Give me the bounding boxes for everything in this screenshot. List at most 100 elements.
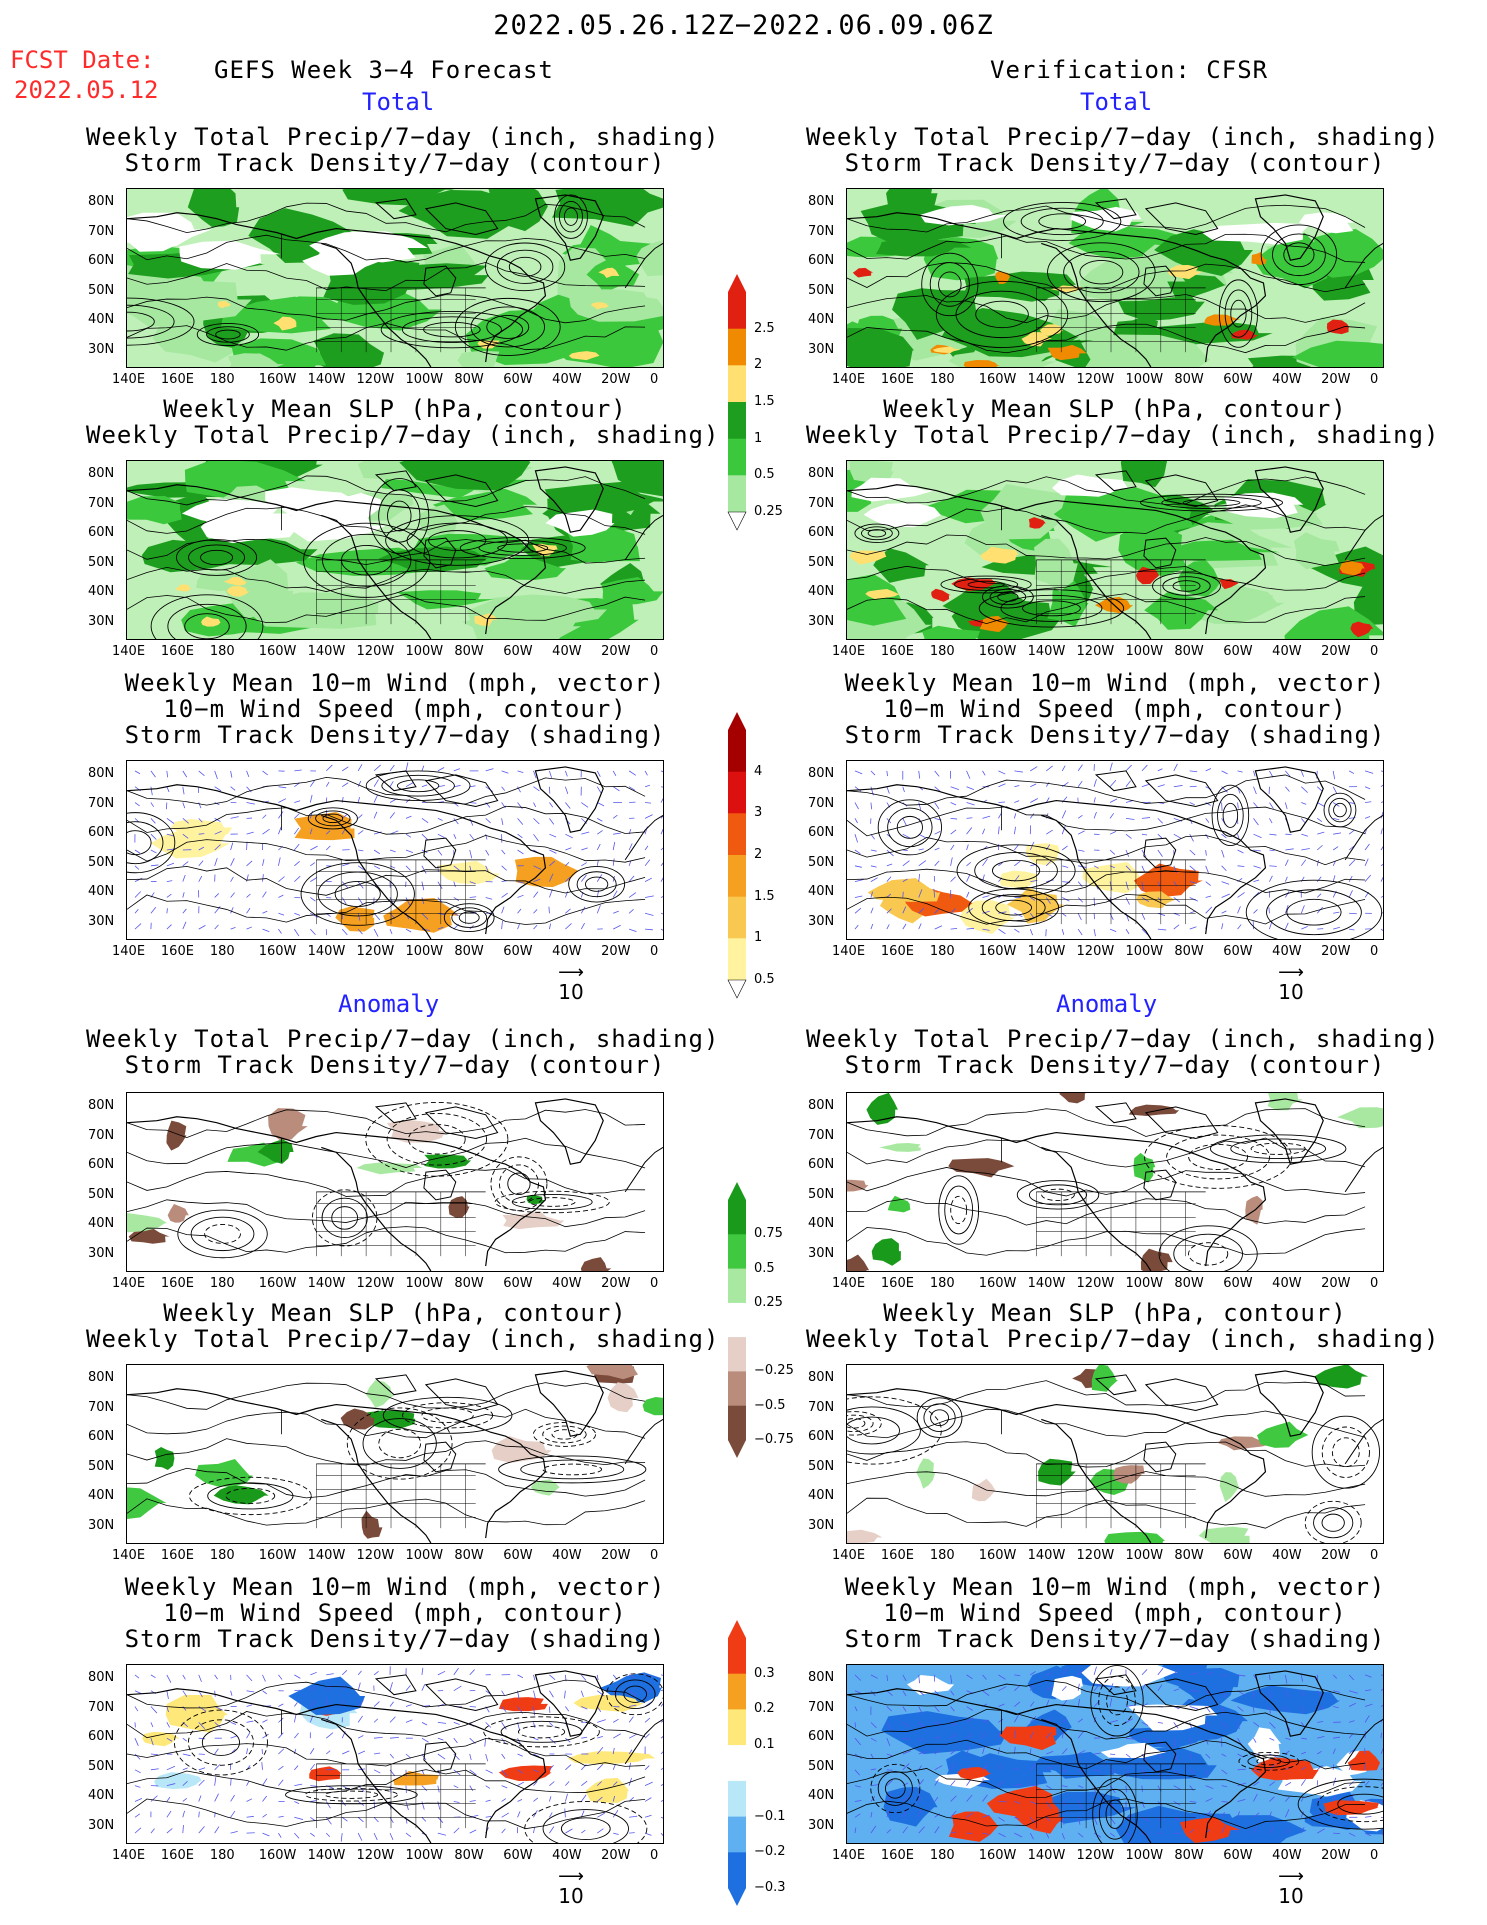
lon-label: 140E bbox=[112, 944, 146, 959]
map-graphic bbox=[847, 1093, 1383, 1271]
lon-label: 120W bbox=[356, 1548, 395, 1563]
lat-label: 80N bbox=[88, 1670, 115, 1685]
lon-label: 40W bbox=[1272, 372, 1302, 387]
lon-label: 80W bbox=[1174, 1276, 1204, 1291]
lat-label: 70N bbox=[88, 223, 115, 239]
section-total-left: Total bbox=[362, 88, 435, 116]
lat-label: 40N bbox=[88, 1216, 115, 1231]
lat-label: 70N bbox=[808, 795, 835, 811]
colorbar-label: −0.75 bbox=[754, 1432, 794, 1447]
lon-label: 40W bbox=[1272, 1276, 1302, 1291]
panel-title-left-2-1: 10−m Wind Speed (mph, contour) bbox=[163, 695, 627, 723]
lat-label: 40N bbox=[808, 312, 835, 327]
panel-title-right-2-2: Storm Track Density/7−day (shading) bbox=[844, 721, 1386, 749]
lon-label: 140W bbox=[1027, 1848, 1066, 1863]
lon-label: 140E bbox=[112, 1276, 146, 1291]
colorbar-label: −0.5 bbox=[754, 1398, 786, 1413]
lat-label: 40N bbox=[808, 1488, 835, 1503]
lon-label: 0 bbox=[1370, 1276, 1379, 1291]
lon-label: 60W bbox=[1223, 1548, 1253, 1563]
colorbar-graphic bbox=[728, 1182, 746, 1458]
panel-title-left-1-0: Weekly Mean SLP (hPa, contour) bbox=[163, 395, 627, 423]
lon-label: 120W bbox=[356, 644, 395, 659]
map-panel-right-5 bbox=[846, 1664, 1384, 1844]
colorbar-storm_total: 4 3 2 1.5 1 0.5 bbox=[726, 710, 806, 1000]
lon-label: 60W bbox=[503, 372, 533, 387]
lon-label: 140W bbox=[307, 644, 346, 659]
panel-title-left-5-1: 10−m Wind Speed (mph, contour) bbox=[163, 1599, 627, 1627]
lon-label: 140E bbox=[832, 1276, 866, 1291]
lat-label: 60N bbox=[88, 1157, 115, 1172]
lon-label: 140W bbox=[307, 372, 346, 387]
lon-label: 40W bbox=[1272, 944, 1302, 959]
lat-label: 40N bbox=[88, 312, 115, 327]
colorbar-label: 1 bbox=[754, 431, 763, 446]
lon-label: 160E bbox=[160, 944, 194, 959]
date-range-title: 2022.05.26.12Z−2022.06.09.06Z bbox=[493, 10, 994, 41]
lon-label: 160E bbox=[880, 1548, 914, 1563]
lon-label: 100W bbox=[1125, 1848, 1164, 1863]
map-graphic bbox=[847, 762, 1383, 939]
lon-label: 120W bbox=[356, 1276, 395, 1291]
lon-label: 20W bbox=[1321, 944, 1351, 959]
lon-label: 180 bbox=[929, 1548, 955, 1563]
lon-label: 140E bbox=[112, 1548, 146, 1563]
left-column-title: GEFS Week 3−4 Forecast bbox=[214, 56, 554, 84]
lon-label: 40W bbox=[552, 1848, 582, 1863]
panel-title-right-0-1: Storm Track Density/7−day (contour) bbox=[844, 149, 1386, 177]
lon-label: 60W bbox=[1223, 1848, 1253, 1863]
lon-label: 160W bbox=[978, 372, 1017, 387]
lon-label: 140W bbox=[1027, 372, 1066, 387]
lon-label: 160E bbox=[160, 644, 194, 659]
map-panel-right-0 bbox=[846, 188, 1384, 368]
lat-label: 30N bbox=[88, 1517, 115, 1533]
lat-label: 60N bbox=[88, 1729, 115, 1744]
panel-title-left-2-2: Storm Track Density/7−day (shading) bbox=[124, 721, 666, 749]
map-panel-right-1 bbox=[846, 460, 1384, 640]
lat-label: 70N bbox=[808, 1699, 835, 1715]
panel-title-right-1-1: Weekly Total Precip/7−day (inch, shading… bbox=[806, 421, 1440, 449]
map-panel-left-3 bbox=[126, 1092, 664, 1272]
lon-label: 140W bbox=[307, 1276, 346, 1291]
colorbar-label: 2 bbox=[754, 357, 763, 372]
lon-label: 160W bbox=[258, 1276, 297, 1291]
lat-label: 30N bbox=[808, 1817, 835, 1833]
lon-label: 60W bbox=[1223, 944, 1253, 959]
lat-label: 70N bbox=[808, 1127, 835, 1143]
lon-label: 180 bbox=[209, 944, 235, 959]
lon-label: 160W bbox=[978, 1848, 1017, 1863]
lat-label: 70N bbox=[88, 1699, 115, 1715]
panel-title-right-0-0: Weekly Total Precip/7−day (inch, shading… bbox=[806, 123, 1440, 151]
lon-label: 80W bbox=[1174, 1848, 1204, 1863]
colorbar-precip_anom: 0.75 0.5 0.25 −0.25 −0.5 −0.75 bbox=[726, 1180, 806, 1460]
lon-label: 0 bbox=[1370, 372, 1379, 387]
lon-label: 40W bbox=[552, 644, 582, 659]
lon-label: 140E bbox=[112, 1848, 146, 1863]
map-graphic bbox=[847, 189, 1383, 367]
lon-label: 100W bbox=[405, 372, 444, 387]
lon-label: 100W bbox=[405, 944, 444, 959]
lon-label: 160E bbox=[160, 1276, 194, 1291]
lon-label: 160W bbox=[978, 1548, 1017, 1563]
lon-label: 160W bbox=[978, 1276, 1017, 1291]
lon-label: 80W bbox=[454, 1276, 484, 1291]
lat-label: 60N bbox=[88, 1429, 115, 1444]
lon-label: 140E bbox=[112, 644, 146, 659]
lon-label: 160W bbox=[258, 944, 297, 959]
colorbar-storm_anom: 0.3 0.2 0.1 −0.1 −0.2 −0.3 bbox=[726, 1618, 806, 1908]
lat-label: 30N bbox=[808, 613, 835, 629]
lon-label: 180 bbox=[209, 372, 235, 387]
lon-label: 0 bbox=[650, 1848, 659, 1863]
panel-title-left-2-0: Weekly Mean 10−m Wind (mph, vector) bbox=[124, 669, 666, 697]
lon-label: 120W bbox=[1076, 1276, 1115, 1291]
colorbar-label: 4 bbox=[754, 764, 763, 779]
map-graphic bbox=[847, 1365, 1383, 1543]
lon-label: 20W bbox=[1321, 1848, 1351, 1863]
lat-label: 50N bbox=[88, 854, 115, 870]
lat-label: 60N bbox=[808, 1157, 835, 1172]
vector-reference: ⟶ 10 bbox=[1266, 1868, 1316, 1909]
lon-label: 140E bbox=[832, 1848, 866, 1863]
lon-label: 120W bbox=[1076, 944, 1115, 959]
colorbar-label: 2.5 bbox=[754, 321, 775, 336]
lon-label: 160W bbox=[258, 1548, 297, 1563]
